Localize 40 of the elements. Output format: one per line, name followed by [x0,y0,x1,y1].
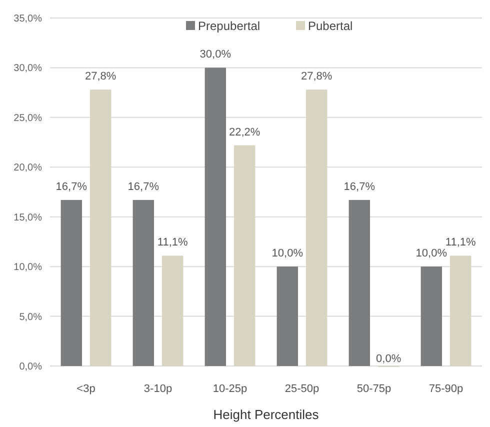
x-tick-label: <3p [76,383,96,395]
data-label: 30,0% [200,48,232,61]
bar [90,90,112,366]
x-tick-label: 10-25p [212,383,248,395]
y-tick-label: 5,0% [19,312,42,323]
bar [276,266,298,366]
y-tick-label: 35,0% [14,14,42,24]
data-label: 16,7% [128,180,160,193]
data-label: 27,8% [301,70,332,83]
bar [234,145,256,366]
data-label: 27,8% [85,70,116,83]
bar [420,266,442,366]
data-label: 10,0% [416,248,448,260]
y-tick-label: 0,0% [19,362,42,372]
data-label: 11,1% [157,236,188,249]
y-tick-label: 25,0% [14,112,42,124]
data-label: 0,0% [376,353,402,365]
legend-label: Pubertal [308,19,353,33]
bar [450,256,472,366]
y-tick-label: 15,0% [14,212,42,224]
x-tick-label: 50-75p [356,383,392,395]
y-tick-label: 20,0% [14,162,42,174]
bar [60,200,82,366]
data-label: 11,1% [445,236,476,249]
data-label: 22,2% [229,126,260,138]
y-tick-label: 10,0% [14,262,42,274]
bar [132,200,154,366]
data-label: 10,0% [272,248,304,260]
x-tick-label: 75-90p [428,383,464,395]
bar [162,256,184,366]
data-label: 16,7% [56,180,88,193]
y-tick-label: 30,0% [14,63,42,74]
data-label: 16,7% [344,180,376,193]
legend-label: Prepubertal [198,19,260,33]
bar [348,200,370,366]
x-tick-label: 3-10p [144,383,172,395]
bar [204,68,226,366]
x-axis-title: Height Percentiles [213,407,320,422]
x-tick-label: 25-50p [284,383,320,395]
bar [306,90,328,366]
